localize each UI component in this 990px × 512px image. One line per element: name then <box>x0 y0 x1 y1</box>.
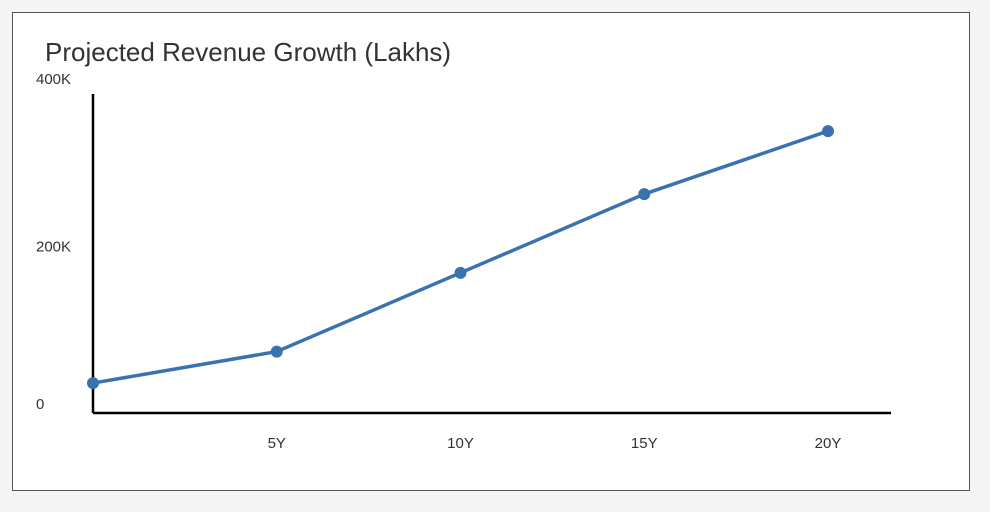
chart-card: Projected Revenue Growth (Lakhs) 0 200K 40… <box>12 12 970 491</box>
y-tick-label: 400K <box>36 71 71 88</box>
data-point <box>822 125 834 138</box>
chart-title: Projected Revenue Growth (Lakhs) <box>45 37 452 67</box>
y-tick-label: 0 <box>36 396 44 413</box>
x-tick-label: 15Y <box>631 435 658 452</box>
line-chart: 0 200K 400K 5Y 10Y 15Y 20Y <box>36 71 891 452</box>
x-tick-label: 20Y <box>815 435 842 452</box>
data-point <box>638 188 651 201</box>
y-tick-label: 200K <box>36 239 71 256</box>
x-tick-label: 5Y <box>268 435 286 452</box>
data-point <box>270 345 283 358</box>
x-tick-label: 10Y <box>447 435 474 452</box>
series-line <box>92 129 829 385</box>
data-point <box>454 266 467 279</box>
data-point <box>87 377 99 390</box>
